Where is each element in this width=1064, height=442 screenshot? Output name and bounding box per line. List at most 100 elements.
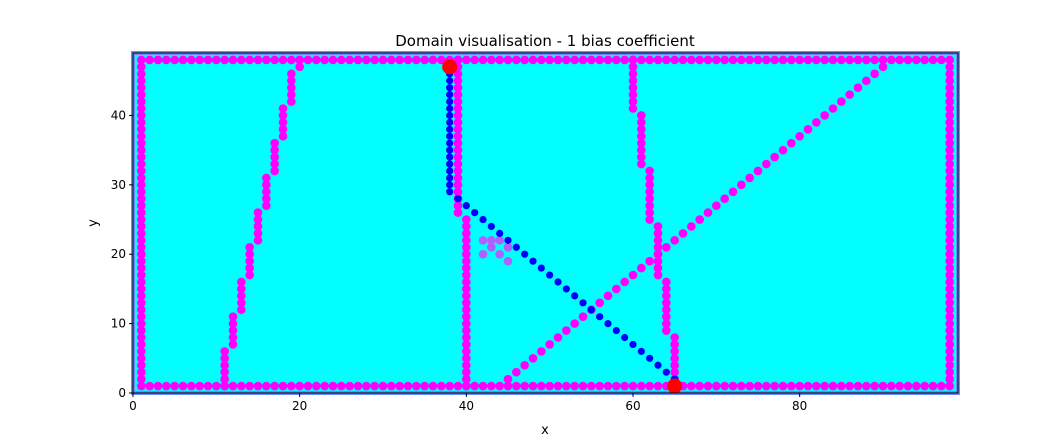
path-point — [446, 97, 454, 106]
border-point — [137, 374, 146, 384]
border-point — [162, 381, 171, 391]
border-point — [595, 55, 604, 65]
obstacle-point — [670, 340, 679, 349]
border-point — [137, 298, 146, 308]
obstacle-point — [670, 236, 679, 245]
border-point — [137, 340, 146, 349]
border-point — [137, 90, 146, 99]
border-point — [520, 55, 529, 65]
border-point — [253, 55, 263, 65]
obstacle-point — [645, 256, 654, 266]
obstacle-point — [228, 333, 238, 342]
obstacle-point — [837, 97, 846, 106]
border-point — [762, 381, 771, 391]
border-point — [828, 381, 838, 391]
border-point — [945, 138, 954, 148]
border-point — [945, 291, 954, 301]
border-point — [195, 381, 204, 391]
border-point — [278, 55, 288, 65]
path-point — [512, 243, 520, 251]
border-point — [945, 145, 954, 155]
obstacle-point — [762, 159, 771, 169]
obstacle-point — [637, 131, 646, 141]
border-point — [262, 381, 271, 391]
border-point — [187, 55, 196, 65]
border-point — [487, 381, 496, 391]
border-point — [945, 263, 954, 273]
border-point — [737, 55, 746, 65]
obstacle-point — [662, 326, 671, 335]
border-point — [587, 381, 596, 391]
border-point — [137, 222, 146, 231]
border-point — [753, 381, 763, 391]
border-point — [228, 55, 238, 65]
obstacle-point — [645, 215, 654, 224]
path-point — [662, 368, 670, 376]
obstacle-point — [295, 55, 304, 65]
border-point — [945, 131, 954, 141]
border-point — [662, 55, 671, 65]
path-point — [446, 160, 454, 168]
obstacle-point — [653, 270, 663, 280]
obstacle-point — [220, 381, 229, 391]
path-point — [446, 111, 454, 120]
border-point — [937, 55, 946, 65]
border-point — [945, 374, 954, 384]
border-point — [678, 55, 688, 65]
obstacle-point — [228, 340, 238, 349]
border-point — [945, 298, 954, 308]
border-point — [320, 381, 329, 391]
faint-point — [487, 236, 496, 245]
border-point — [253, 381, 263, 391]
border-point — [553, 381, 563, 391]
border-point — [237, 381, 246, 391]
border-point — [920, 55, 929, 65]
obstacle-point — [453, 76, 463, 86]
obstacle-point — [670, 347, 679, 356]
obstacle-point — [462, 326, 471, 335]
border-point — [645, 55, 654, 65]
border-point — [345, 381, 354, 391]
border-point — [545, 55, 554, 65]
border-point — [803, 55, 813, 65]
border-point — [945, 173, 954, 183]
border-point — [437, 381, 446, 391]
border-point — [712, 55, 721, 65]
border-point — [420, 381, 429, 391]
border-point — [720, 55, 729, 65]
border-point — [945, 242, 954, 252]
border-point — [928, 55, 938, 65]
x-tick-label: 60 — [625, 399, 640, 413]
border-point — [403, 55, 413, 65]
border-point — [137, 236, 146, 245]
path-point — [521, 250, 529, 258]
path-point — [487, 222, 495, 231]
y-tick-label: 30 — [111, 178, 126, 192]
border-point — [153, 381, 163, 391]
border-point — [753, 55, 763, 65]
path-point — [454, 195, 462, 203]
obstacle-point — [278, 131, 288, 141]
obstacle-point — [453, 173, 463, 183]
border-point — [945, 367, 954, 377]
obstacle-point — [462, 381, 471, 391]
path-point — [479, 215, 487, 224]
border-point — [570, 55, 579, 65]
border-point — [137, 242, 146, 252]
border-point — [620, 55, 629, 65]
obstacle-point — [662, 291, 671, 301]
border-point — [387, 381, 396, 391]
border-point — [137, 270, 146, 280]
obstacle-point — [462, 367, 471, 377]
obstacle-point — [812, 118, 821, 127]
obstacle-point — [462, 374, 471, 384]
path-point — [629, 340, 637, 349]
border-point — [137, 347, 146, 356]
border-point — [137, 104, 146, 113]
border-point — [503, 381, 513, 391]
obstacle-point — [278, 118, 288, 127]
faint-point — [503, 242, 513, 252]
obstacle-point — [462, 333, 471, 342]
border-point — [537, 55, 546, 65]
obstacle-point — [287, 90, 296, 99]
